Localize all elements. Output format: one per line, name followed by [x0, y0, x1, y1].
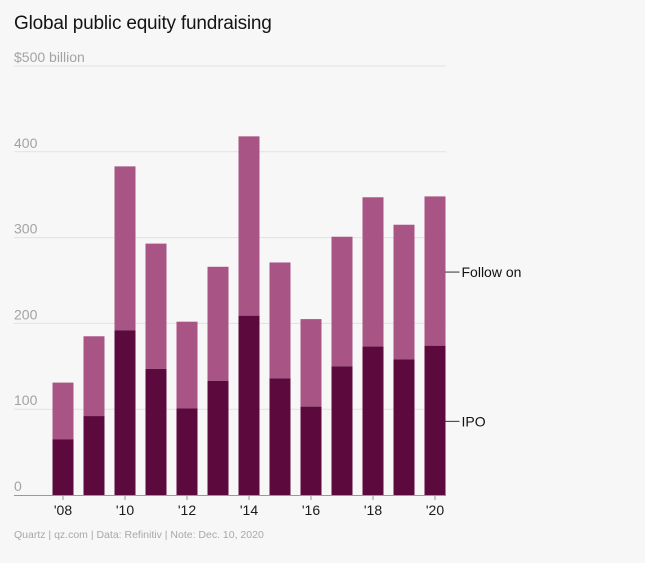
- x-tick-label: '08: [54, 502, 72, 518]
- source-note: Quartz | qz.com | Data: Refinitiv | Note…: [14, 529, 264, 541]
- bar-ipo-2017: [331, 366, 353, 495]
- series-labels: Follow on IPO: [445, 264, 522, 429]
- bar-follow-on-2011: [145, 243, 167, 369]
- bar-follow-on-2010: [114, 166, 136, 331]
- bar-follow-on-2018: [362, 197, 384, 347]
- bar-follow-on-2014: [238, 136, 260, 316]
- bar-ipo-2010: [114, 330, 136, 495]
- bar-ipo-2009: [83, 416, 105, 495]
- bar-ipo-2011: [145, 368, 167, 495]
- bar-follow-on-2020: [424, 196, 446, 346]
- bar-ipo-2014: [238, 315, 260, 495]
- bar-ipo-2019: [393, 359, 415, 495]
- bar-ipo-2012: [176, 408, 198, 495]
- bar-ipo-2015: [269, 378, 291, 495]
- bar-follow-on-2013: [207, 266, 229, 381]
- x-tick-label: '10: [116, 502, 134, 518]
- bar-ipo-2018: [362, 346, 384, 495]
- bar-follow-on-2008: [52, 382, 74, 440]
- bar-ipo-2013: [207, 380, 229, 495]
- y-tick-label: 100: [14, 392, 38, 408]
- y-tick-label: 200: [14, 306, 38, 322]
- bar-ipo-2016: [300, 406, 322, 495]
- bar-follow-on-2016: [300, 319, 322, 407]
- x-tick-label: '20: [426, 502, 444, 518]
- bar-ipo-2008: [52, 439, 74, 495]
- label-follow-on: Follow on: [462, 264, 522, 280]
- bar-follow-on-2015: [269, 262, 291, 379]
- y-tick-label: 400: [14, 135, 38, 151]
- y-tick-label: 300: [14, 221, 38, 237]
- bar-follow-on-2017: [331, 236, 353, 367]
- bar-follow-on-2012: [176, 321, 198, 409]
- y-tick-label: $500 billion: [14, 49, 85, 65]
- x-tick-label: '18: [364, 502, 382, 518]
- x-tick-label: '12: [178, 502, 196, 518]
- y-axis-ticks: 0 100 200 300 400 $500 billion: [14, 49, 85, 494]
- y-tick-label: 0: [14, 478, 22, 494]
- bar-ipo-2020: [424, 345, 446, 495]
- chart-title: Global public equity fundraising: [14, 13, 272, 34]
- bars: [52, 136, 446, 495]
- x-axis-ticks: '08 '10 '12 '14 '16 '18 '20: [54, 495, 444, 518]
- x-tick-label: '16: [302, 502, 320, 518]
- bar-follow-on-2009: [83, 336, 105, 417]
- bar-follow-on-2019: [393, 224, 415, 360]
- x-tick-label: '14: [240, 502, 258, 518]
- label-ipo: IPO: [462, 413, 486, 429]
